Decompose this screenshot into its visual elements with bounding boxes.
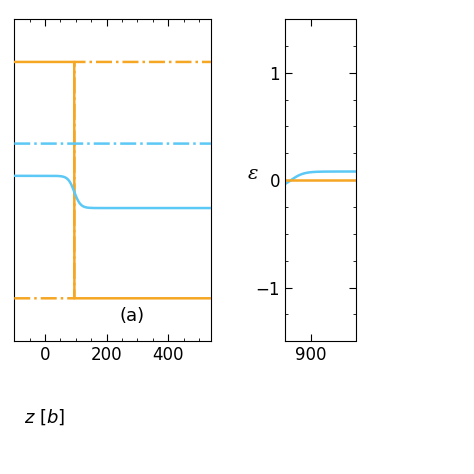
- Text: (a): (a): [120, 307, 145, 325]
- Text: $z\ [b]$: $z\ [b]$: [24, 408, 65, 427]
- Text: ε: ε: [248, 164, 258, 182]
